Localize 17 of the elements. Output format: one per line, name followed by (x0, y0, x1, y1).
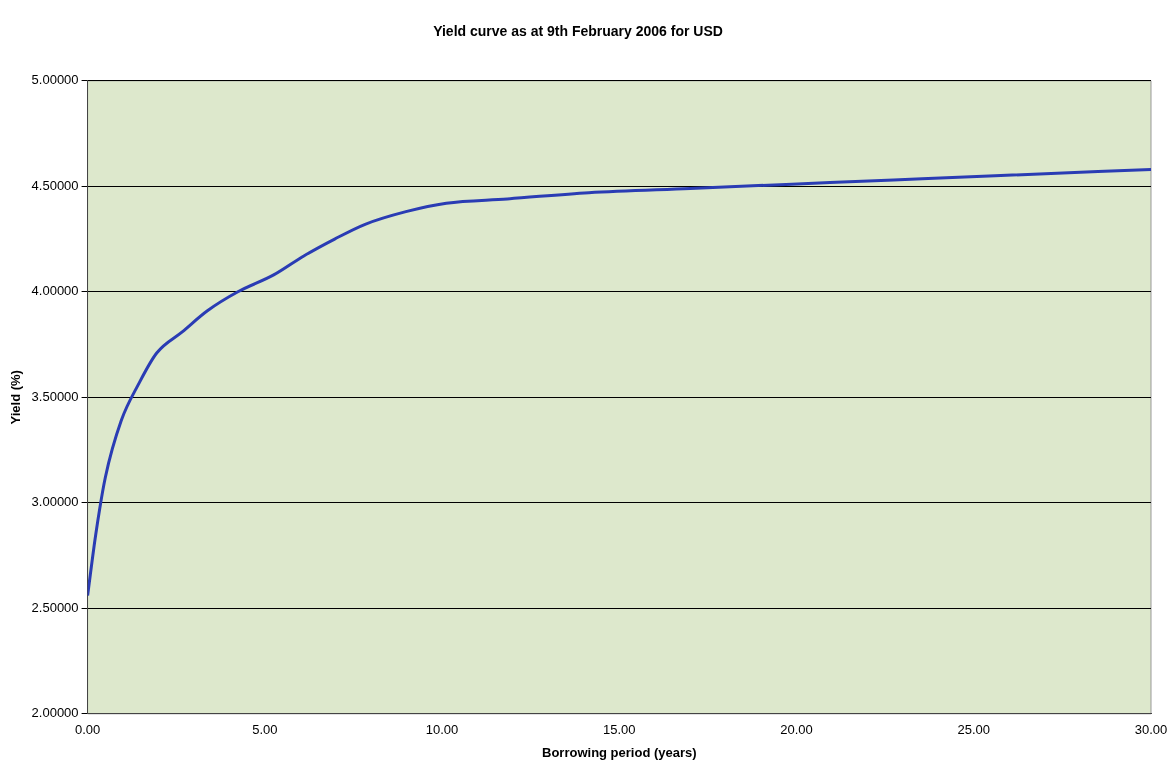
x-tick-label: 20.00 (780, 722, 813, 738)
x-tick-label: 10.00 (425, 722, 459, 738)
x-tick-label: 5.00 (252, 722, 278, 738)
y-tick-label: 3.50000 (31, 388, 79, 404)
y-axis-title: Yield (%) (8, 370, 24, 425)
x-tick-label: 0.00 (74, 722, 101, 738)
x-tick-label: 30.00 (1134, 722, 1168, 738)
y-tick-label: 4.50000 (31, 177, 79, 193)
y-tick-label: 2.50000 (31, 599, 79, 615)
chart-title: Yield curve as at 9th February 2006 for USD (433, 23, 723, 40)
x-tick-label: 15.00 (603, 722, 636, 738)
y-tick-label: 4.00000 (31, 283, 79, 299)
x-axis-title: Borrowing period (years) (542, 744, 697, 760)
x-tick-label: 25.00 (957, 722, 991, 738)
y-tick-label: 2.00000 (31, 705, 79, 721)
y-tick-label: 5.00000 (31, 72, 79, 88)
y-tick-label: 3.00000 (31, 494, 79, 510)
